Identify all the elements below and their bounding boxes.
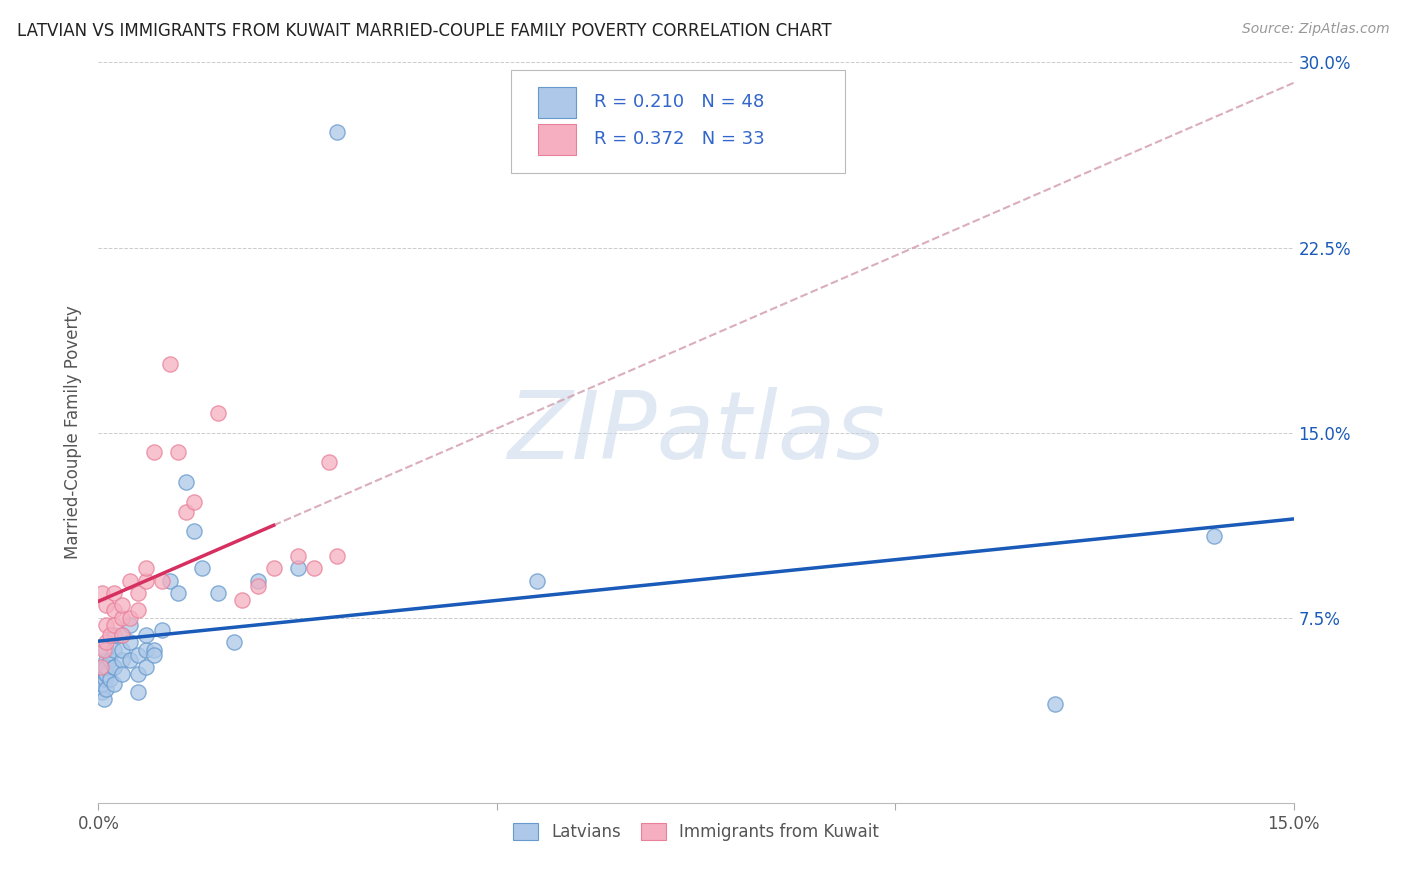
Point	[91, 586, 114, 600]
Point	[326, 549, 349, 563]
Text: R = 0.210   N = 48: R = 0.210 N = 48	[595, 94, 765, 112]
Point	[246, 574, 269, 588]
Point	[96, 635, 118, 649]
Point	[111, 653, 134, 667]
Point	[143, 642, 166, 657]
Point	[111, 642, 134, 657]
Point	[98, 673, 122, 687]
Point	[127, 648, 149, 662]
Point	[135, 561, 157, 575]
Point	[111, 628, 134, 642]
Point	[246, 579, 269, 593]
Point	[98, 628, 122, 642]
Point	[1202, 529, 1225, 543]
Text: R = 0.372   N = 33: R = 0.372 N = 33	[595, 130, 765, 148]
Point	[127, 667, 149, 681]
Point	[159, 357, 181, 371]
Point	[120, 610, 142, 624]
Point	[143, 445, 166, 459]
Point	[183, 524, 205, 539]
Point	[135, 660, 157, 674]
Point	[263, 561, 285, 575]
Point	[127, 685, 149, 699]
Point	[94, 667, 117, 681]
Point	[302, 561, 325, 575]
Point	[526, 574, 548, 588]
Point	[150, 623, 173, 637]
Point	[96, 667, 118, 681]
Point	[167, 586, 190, 600]
Point	[96, 682, 118, 697]
Point	[94, 673, 117, 687]
Point	[222, 635, 245, 649]
Point	[127, 603, 149, 617]
Point	[103, 628, 125, 642]
Point	[90, 673, 112, 687]
Point	[318, 455, 340, 469]
Point	[231, 593, 253, 607]
Point	[96, 660, 118, 674]
Point	[103, 603, 125, 617]
Text: Source: ZipAtlas.com: Source: ZipAtlas.com	[1241, 22, 1389, 37]
Point	[150, 574, 173, 588]
Point	[287, 549, 309, 563]
Point	[326, 124, 349, 138]
Point	[103, 642, 125, 657]
Point	[287, 561, 309, 575]
Point	[111, 599, 134, 613]
Point	[120, 618, 142, 632]
Point	[93, 642, 115, 657]
Point	[191, 561, 214, 575]
Point	[103, 660, 125, 674]
Bar	[538, 124, 576, 155]
Point	[167, 445, 190, 459]
Point	[103, 586, 125, 600]
Point	[143, 648, 166, 662]
Point	[96, 618, 118, 632]
Point	[98, 653, 122, 667]
Point	[120, 653, 142, 667]
Point	[174, 505, 197, 519]
Text: ZIPatlas: ZIPatlas	[508, 387, 884, 478]
Y-axis label: Married-Couple Family Poverty: Married-Couple Family Poverty	[65, 306, 83, 559]
Point	[135, 628, 157, 642]
Point	[127, 586, 149, 600]
Point	[120, 574, 142, 588]
Point	[120, 635, 142, 649]
Point	[103, 660, 125, 674]
Point	[90, 660, 112, 674]
Point	[103, 677, 125, 691]
Point	[135, 574, 157, 588]
Point	[111, 610, 134, 624]
Point	[96, 599, 118, 613]
Point	[96, 642, 118, 657]
Point	[96, 653, 118, 667]
Point	[103, 618, 125, 632]
Point	[111, 667, 134, 681]
Point	[159, 574, 181, 588]
Legend: Latvians, Immigrants from Kuwait: Latvians, Immigrants from Kuwait	[506, 816, 886, 847]
Point	[174, 475, 197, 489]
Point	[207, 586, 229, 600]
Point	[91, 660, 114, 674]
Bar	[538, 87, 576, 118]
Point	[135, 642, 157, 657]
Point	[1043, 697, 1066, 711]
FancyBboxPatch shape	[510, 70, 845, 173]
Point	[183, 494, 205, 508]
Point	[90, 685, 112, 699]
Text: LATVIAN VS IMMIGRANTS FROM KUWAIT MARRIED-COUPLE FAMILY POVERTY CORRELATION CHAR: LATVIAN VS IMMIGRANTS FROM KUWAIT MARRIE…	[17, 22, 831, 40]
Point	[93, 692, 115, 706]
Point	[91, 677, 114, 691]
Point	[111, 628, 134, 642]
Point	[207, 406, 229, 420]
